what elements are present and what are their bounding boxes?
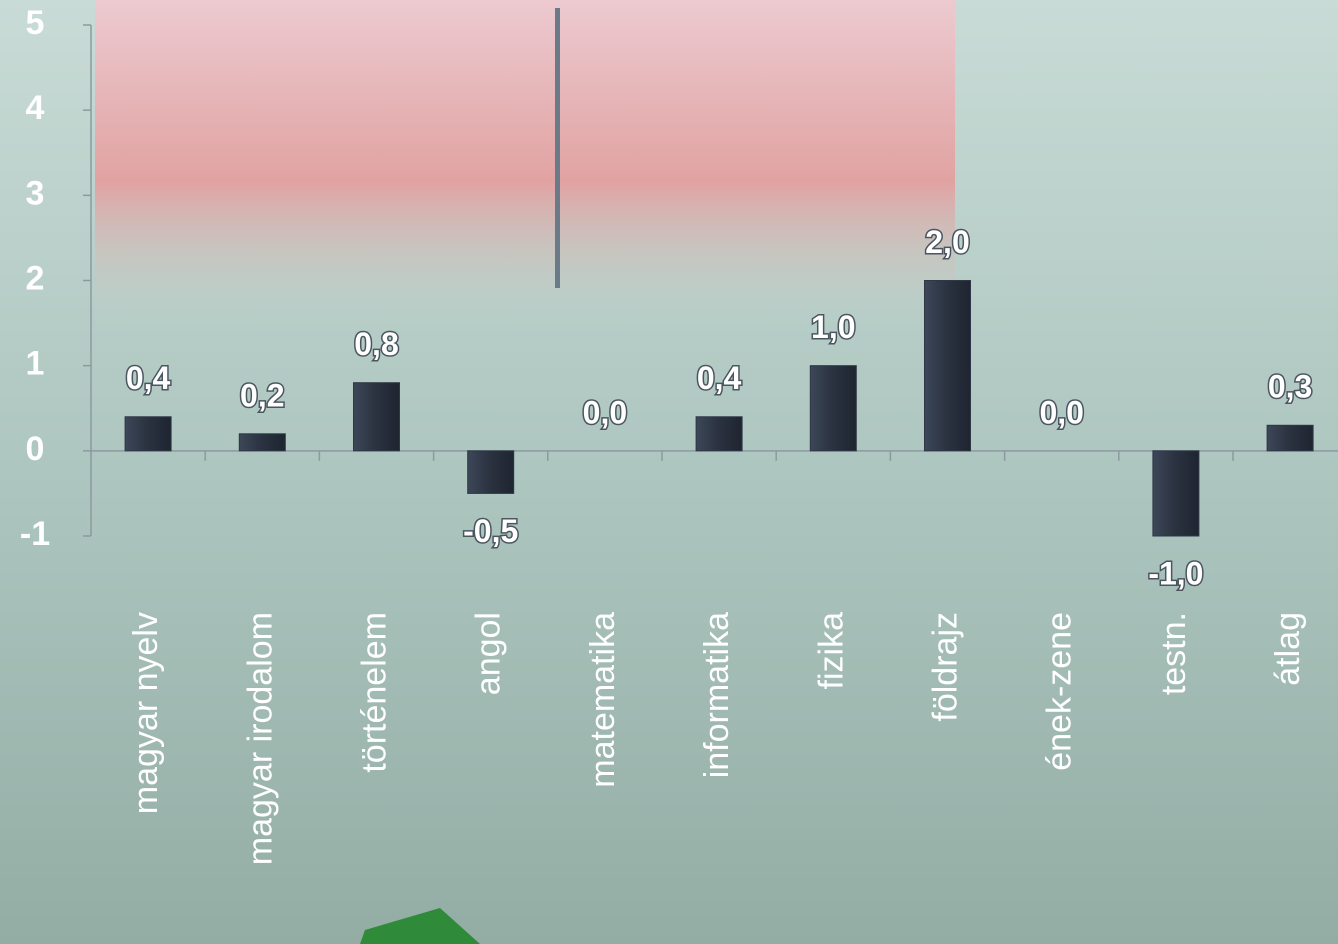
value-label: 0,0 <box>583 394 627 430</box>
x-tick-label: történelem <box>355 612 393 773</box>
x-tick-label: ének-zene <box>1041 612 1079 771</box>
lamp-post <box>555 8 560 288</box>
value-label: 0,8 <box>354 326 398 362</box>
logo-fragment <box>360 908 480 944</box>
y-tick-label: 3 <box>26 174 45 212</box>
value-label: 2,0 <box>925 224 969 260</box>
value-label: 0,4 <box>697 360 742 396</box>
x-tick-label: informatika <box>698 612 736 778</box>
value-label: 0,3 <box>1268 369 1312 405</box>
value-label: 0,0 <box>1039 394 1083 430</box>
x-tick-label: testn. <box>1155 612 1193 695</box>
bar <box>924 280 971 452</box>
x-tick-label: angol <box>470 612 508 695</box>
bar <box>809 365 857 452</box>
y-tick-label: 2 <box>26 259 45 297</box>
y-tick-label: 5 <box>26 4 45 42</box>
x-tick-label: földrajz <box>926 612 964 722</box>
x-tick-label: fizika <box>812 612 850 690</box>
y-tick-label: -1 <box>20 515 50 553</box>
value-label: 0,2 <box>240 377 284 413</box>
bar <box>238 433 286 452</box>
y-tick-label: 4 <box>26 89 45 127</box>
x-tick-label: magyar irodalom <box>241 612 279 865</box>
value-label: -0,5 <box>463 513 518 549</box>
value-label: 1,0 <box>811 309 855 345</box>
bar <box>1266 424 1314 452</box>
x-tick-label: átlag <box>1269 612 1307 686</box>
y-tick-label: 0 <box>26 430 45 468</box>
bar <box>353 382 400 452</box>
x-tick-label: magyar nyelv <box>127 612 165 814</box>
bar <box>1152 450 1200 537</box>
y-tick-label: 1 <box>26 345 45 383</box>
bar <box>695 416 743 452</box>
bar <box>124 416 172 452</box>
value-label: 0,4 <box>126 360 171 396</box>
bar <box>467 450 515 494</box>
value-label: -1,0 <box>1148 555 1203 591</box>
x-tick-label: matematika <box>584 612 622 788</box>
building-photo <box>95 0 955 330</box>
